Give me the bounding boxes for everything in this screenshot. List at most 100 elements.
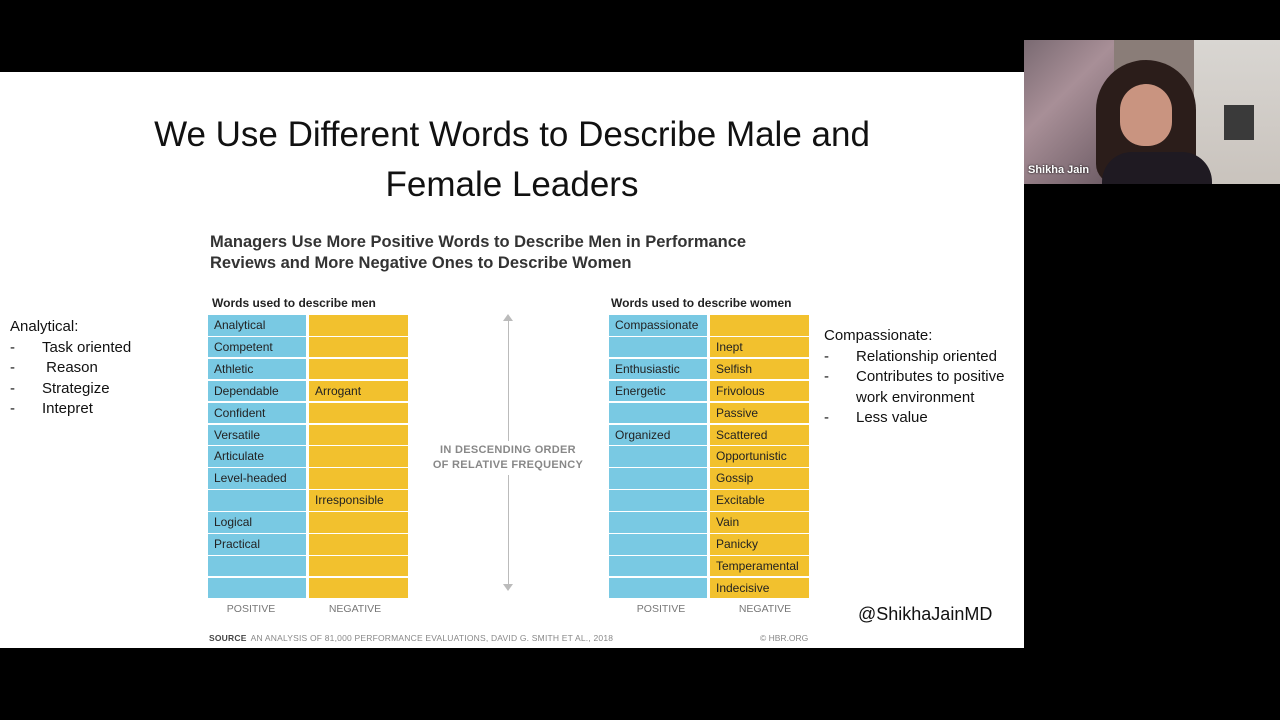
compassionate-note-item: - Contributes to positive bbox=[824, 367, 1024, 388]
frequency-note-line-2: OF RELATIVE FREQUENCY bbox=[432, 459, 584, 471]
men-negative-word bbox=[309, 424, 408, 445]
men-negative-word bbox=[309, 446, 408, 467]
women-positive-word bbox=[609, 555, 707, 577]
women-positive-word bbox=[609, 336, 707, 358]
women-negative-word: Scattered bbox=[710, 424, 809, 445]
chart-title-line-1: Managers Use More Positive Words to Desc… bbox=[210, 233, 747, 251]
analytical-note-text: Reason bbox=[42, 359, 98, 376]
women-positive-word: Organized bbox=[609, 424, 707, 445]
compassionate-notes: Compassionate: - Relationship oriented - Co… bbox=[824, 326, 1024, 429]
women-positive-word: Energetic bbox=[609, 380, 707, 402]
compassionate-heading: Compassionate: bbox=[824, 327, 933, 344]
analytical-notes: Analytical: - Task oriented - Reason - Strat… bbox=[10, 317, 200, 420]
analytical-note-item: - Intepret bbox=[10, 399, 200, 420]
women-negative-word: Opportunistic bbox=[710, 446, 809, 467]
bullet-dash: - bbox=[824, 368, 829, 385]
women-positive-word bbox=[609, 534, 707, 555]
women-positive-word bbox=[609, 577, 707, 599]
video-shelf bbox=[1224, 105, 1254, 140]
frequency-note: IN DESCENDING ORDER OF RELATIVE FREQUENC… bbox=[420, 441, 596, 475]
participant-shirt bbox=[1102, 152, 1212, 184]
women-negative-word: Temperamental bbox=[710, 555, 809, 577]
women-negative-word: Panicky bbox=[710, 534, 809, 555]
bullet-dash: - bbox=[10, 359, 15, 376]
men-negative-word bbox=[309, 402, 408, 424]
women-table-header: Words used to describe women bbox=[611, 296, 792, 310]
bullet-dash: - bbox=[10, 338, 15, 356]
men-positive-word: Articulate bbox=[208, 446, 306, 467]
chart-title: Managers Use More Positive Words to Desc… bbox=[210, 232, 830, 274]
men-positive-word: Confident bbox=[208, 402, 306, 424]
men-positive-word: Athletic bbox=[208, 358, 306, 380]
women-positive-word bbox=[609, 512, 707, 533]
women-positive-word: Compassionate bbox=[609, 315, 707, 336]
source-text: AN ANALYSIS OF 81,000 PERFORMANCE EVALUA… bbox=[250, 633, 614, 643]
men-negative-word bbox=[309, 468, 408, 489]
men-positive-word: Versatile bbox=[208, 424, 306, 445]
women-negative-word: Frivolous bbox=[710, 380, 809, 402]
compassionate-note-text: Less value bbox=[856, 409, 928, 426]
men-negative-word bbox=[309, 336, 408, 358]
bullet-dash: - bbox=[824, 409, 829, 426]
men-positive-word bbox=[208, 490, 306, 511]
women-negative-word: Indecisive bbox=[710, 577, 809, 599]
compassionate-note-text: Contributes to positive bbox=[856, 368, 1005, 385]
men-negative-word bbox=[309, 577, 408, 599]
men-positive-word: Level-headed bbox=[208, 468, 306, 489]
women-negative-word: Gossip bbox=[710, 468, 809, 489]
men-negative-word bbox=[309, 315, 408, 336]
analytical-note-text: Strategize bbox=[42, 379, 110, 397]
participant-video-tile[interactable]: Shikha Jain bbox=[1024, 40, 1280, 184]
bullet-dash: - bbox=[10, 400, 15, 417]
women-positive-label: POSITIVE bbox=[636, 603, 686, 615]
men-positive-word bbox=[208, 555, 306, 577]
compassionate-note-text: Relationship oriented bbox=[856, 347, 997, 365]
compassionate-note-item: - Relationship oriented bbox=[824, 347, 1024, 368]
arrow-down-icon bbox=[503, 584, 513, 591]
men-positive-word: Competent bbox=[208, 336, 306, 358]
twitter-handle: @ShikhaJainMD bbox=[858, 604, 993, 624]
chart-title-line-2: Reviews and More Negative Ones to Descri… bbox=[210, 254, 632, 272]
women-negative-word: Excitable bbox=[710, 490, 809, 511]
women-negative-word bbox=[710, 315, 809, 336]
women-negative-word: Selfish bbox=[710, 358, 809, 380]
men-positive-word: Dependable bbox=[208, 380, 306, 402]
slide-title-line-2: Female Leaders bbox=[385, 165, 639, 204]
compassionate-note-item: work environment bbox=[824, 388, 1024, 409]
analytical-note-list: - Task oriented - Reason - Strategize - Intepr… bbox=[10, 338, 200, 420]
men-positive-word: Logical bbox=[208, 512, 306, 533]
men-negative-word: Arrogant bbox=[309, 380, 408, 402]
women-positive-word bbox=[609, 468, 707, 489]
bullet-dash: - bbox=[10, 379, 15, 397]
men-positive-word: Practical bbox=[208, 534, 306, 555]
women-negative-word: Vain bbox=[710, 512, 809, 533]
compassionate-note-list: - Relationship oriented - Contributes to po… bbox=[824, 347, 1024, 429]
men-negative-word: Irresponsible bbox=[309, 490, 408, 511]
men-positive-word: Analytical bbox=[208, 315, 306, 336]
hbr-credit: © HBR.ORG bbox=[760, 633, 809, 643]
women-negative-label: NEGATIVE bbox=[738, 603, 792, 615]
men-negative-word bbox=[309, 512, 408, 533]
participant-face bbox=[1120, 84, 1172, 146]
men-positive-label: POSITIVE bbox=[226, 603, 276, 615]
men-negative-label: NEGATIVE bbox=[328, 603, 382, 615]
arrow-up-icon bbox=[503, 314, 513, 321]
frequency-note-line-1: IN DESCENDING ORDER bbox=[440, 444, 576, 456]
presentation-slide: We Use Different Words to Describe Male … bbox=[0, 72, 1024, 648]
women-positive-word bbox=[609, 446, 707, 467]
slide-title-line-1: We Use Different Words to Describe Male … bbox=[154, 115, 870, 154]
women-positive-word bbox=[609, 402, 707, 424]
compassionate-note-text: work environment bbox=[856, 388, 975, 406]
men-negative-word bbox=[309, 534, 408, 555]
analytical-note-item: - Strategize bbox=[10, 379, 200, 400]
women-positive-word bbox=[609, 490, 707, 511]
participant-name: Shikha Jain bbox=[1028, 164, 1090, 176]
source-label: SOURCE bbox=[209, 633, 247, 643]
analytical-note-text: Intepret bbox=[42, 400, 93, 417]
men-negative-word bbox=[309, 555, 408, 577]
women-negative-word: Passive bbox=[710, 402, 809, 424]
men-table-header: Words used to describe men bbox=[212, 296, 376, 310]
analytical-note-item: - Reason bbox=[10, 358, 200, 379]
women-negative-word: Inept bbox=[710, 336, 809, 358]
analytical-note-item: - Task oriented bbox=[10, 338, 200, 359]
